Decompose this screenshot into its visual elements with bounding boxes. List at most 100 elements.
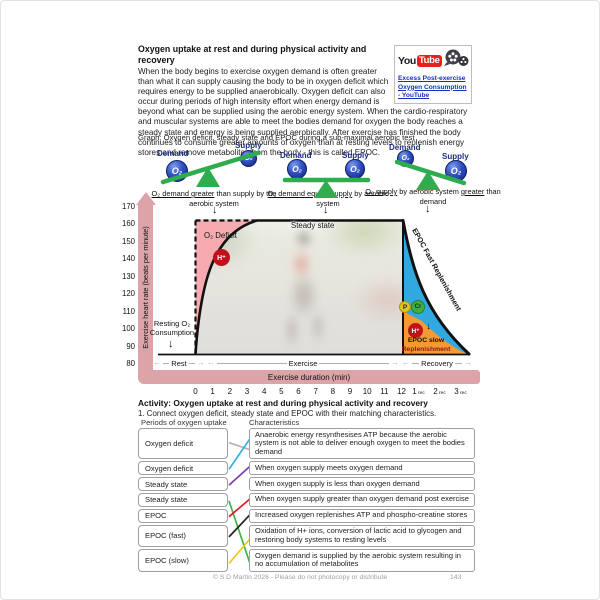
rest-arrow-right: → (197, 358, 206, 367)
recovery-phase: ← Recovery → (402, 358, 472, 368)
rest-arrow-left: ← (153, 358, 161, 367)
resting-down-arrow: ↓ (168, 338, 174, 350)
x-tick-label: 2 rec (433, 387, 446, 396)
characteristic-box: Oxygen demand is supplied by the aerobic… (249, 549, 475, 572)
period-box: Steady state (138, 477, 228, 491)
y-tick-label: 90 (126, 341, 135, 351)
x-tick-label: 11 (380, 387, 389, 396)
y-tick-label: 120 (121, 289, 135, 298)
youtube-link-box: You Tube Excess Post-exercise O (394, 45, 472, 104)
connector-gap (228, 509, 249, 523)
connector-gap (228, 477, 249, 491)
o2-ball-demand-1: O₂ (166, 160, 188, 182)
caption-segment: O₂ supply (365, 187, 398, 196)
youtube-link-line-2[interactable]: Oxygen Consumption (398, 83, 467, 91)
x-axis-label: Exercise duration (min) (267, 372, 351, 382)
y-axis-label: Exercise heart rate (beats per minute) (141, 226, 150, 349)
matching-table: Oxygen deficit Anaerobic energy resynthes… (138, 428, 475, 572)
y-tick-label: 140 (121, 254, 135, 263)
h-plus-deficit-badge: H⁺ (213, 249, 230, 266)
epoc-slow-label-2: Replenishment (401, 345, 451, 353)
table-row: EPOC (slow) Oxygen demand is supplied by … (138, 549, 475, 572)
activity-heading: Activity: Oxygen uptake at rest and duri… (138, 398, 428, 408)
exercise-phase-label: Exercise (288, 358, 318, 368)
y-axis-bar (138, 204, 153, 371)
x-tick-label: 5 (279, 387, 284, 396)
characteristic-box: Anaerobic energy resynthesises ATP becau… (249, 428, 475, 460)
phosphate-badge: P (399, 301, 411, 313)
connector-gap (228, 493, 249, 507)
film-reel-icon (443, 49, 469, 72)
youtube-wordmark-you: You (398, 54, 416, 67)
y-tick-label: 150 (121, 236, 135, 246)
caption-segment: than demand (419, 187, 501, 206)
x-tick-label: 3 rec (454, 387, 467, 396)
period-box: EPOC (slow) (138, 549, 228, 572)
y-tick-label: 110 (122, 306, 135, 316)
youtube-wordmark-tube: Tube (416, 54, 442, 67)
epoc-slow-down-arrow: ↓ (426, 321, 431, 332)
x-tick-label: 1 rec (412, 387, 425, 396)
table-row: EPOC (fast) Oxidation of H+ ions, convers… (138, 524, 475, 548)
caption-segment: by aerobic system (316, 189, 389, 208)
seesaw3-supply-label: Supply (442, 152, 469, 161)
period-box: Oxygen deficit (138, 428, 228, 460)
o2-deficit-label: O₂ Deficit (204, 231, 237, 240)
o2-ball-supply-2: O₂ (345, 159, 365, 179)
recovery-arrow-left: ← (402, 358, 410, 367)
page-number: 143 (450, 574, 462, 581)
x-tick-label: 4 (261, 387, 267, 396)
youtube-link-line-3[interactable]: - YouTube (398, 92, 430, 100)
period-box: EPOC (fast) (138, 524, 228, 548)
footer-copyright: © S D Martin 2026 - Please do not photoc… (212, 574, 388, 581)
seesaw2-demand-label: Demand (280, 151, 312, 160)
youtube-logo: You Tube (398, 49, 469, 72)
x-tick-label: 6 (296, 387, 301, 396)
resting-o2-line2: Consumption (149, 328, 195, 338)
y-tick-label: 80 (126, 359, 135, 368)
characteristic-box: Increased oxygen replenishes ATP and pho… (249, 508, 475, 523)
table-row: Oxygen deficit Anaerobic energy resynthes… (138, 428, 475, 460)
recovery-phase-label: Recovery (421, 358, 453, 368)
y-tick-label: 170 (121, 201, 135, 211)
o2-ball-supply-1: O₂ (240, 150, 257, 167)
seesaw1-fulcrum (196, 167, 220, 187)
x-tick-label: 10 (362, 387, 372, 396)
youtube-links: Excess Post-exercise Oxygen Consumption … (398, 75, 468, 101)
table-row: Oxygen deficit When oxygen supply meets o… (138, 461, 475, 476)
seesaw3-demand-label: Demand (389, 143, 421, 152)
resting-o2-label: Resting O₂ Consumption (134, 319, 210, 338)
y-tick-label: 130 (121, 271, 135, 281)
youtube-link-line-1[interactable]: Excess Post-exercise (398, 75, 466, 82)
period-box: Oxygen deficit (138, 461, 228, 476)
exercise-phase: ← Exercise → (207, 358, 399, 368)
characteristic-box: When oxygen supply is less than oxygen d… (249, 477, 475, 491)
period-box: Steady state (138, 492, 228, 507)
x-tick-label: 0 (193, 387, 198, 396)
page-title: Oxygen uptake at rest and during physica… (138, 44, 367, 65)
down-arrow-2: ↓ (323, 204, 329, 216)
column-header-characteristics: Characteristics (249, 418, 300, 427)
caption-segment: O₂ demand greater (151, 189, 215, 198)
caption-segment: O₂ demand equals supply (267, 189, 353, 198)
y-tick-label: 160 (121, 219, 135, 228)
exercise-arrow-right: → (391, 358, 400, 367)
connector-gap (228, 428, 249, 459)
seesaw2-caption: O₂ demand equals supply by aerobic syste… (263, 189, 393, 208)
down-arrow-1: ↓ (212, 204, 218, 216)
table-row: EPOC Increased oxygen replenishes ATP and… (138, 508, 475, 523)
seesaw1-demand-label: Demand (157, 149, 189, 158)
period-box: EPOC (138, 508, 228, 523)
caption-segment: than supply by the aerobic system (189, 189, 277, 208)
o2-ball-demand-2: O₂ (287, 159, 307, 179)
rest-phase-label: Rest (171, 358, 187, 368)
y-axis-arrowhead (136, 192, 156, 205)
graph-caption: Graph: Oxygen deficit, steady state and … (138, 133, 415, 142)
connector-gap (228, 461, 249, 475)
o2-ball-supply-3: O₂ (445, 160, 467, 182)
epoc-slow-label-1: EPOC slow (407, 337, 445, 344)
connector-gap (228, 525, 249, 548)
characteristic-box: When oxygen supply meets oxygen demand (249, 461, 475, 476)
table-row: Steady state When oxygen supply greater t… (138, 492, 475, 507)
table-row: Steady state When oxygen supply is less t… (138, 477, 475, 491)
